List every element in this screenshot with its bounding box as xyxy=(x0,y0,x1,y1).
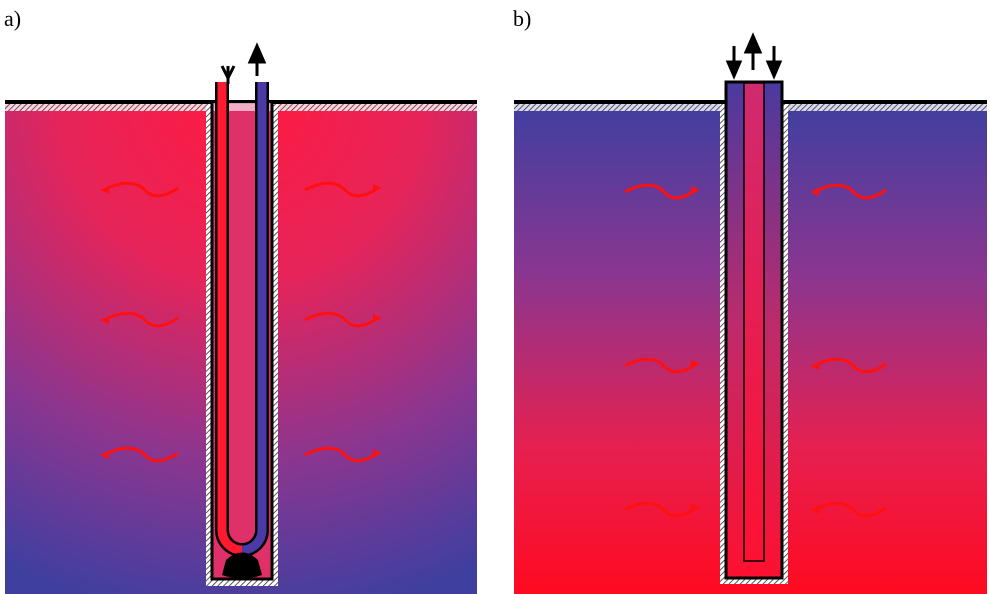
heat-wave xyxy=(304,311,379,328)
arrowhead xyxy=(373,184,382,192)
heat-wave xyxy=(813,501,887,518)
panel-label: a) xyxy=(4,6,21,31)
arrow-down xyxy=(725,46,743,80)
heat-wave xyxy=(304,181,379,198)
inner-pipe xyxy=(743,82,765,562)
heat-wave xyxy=(624,183,697,200)
heat-wave xyxy=(624,501,697,518)
arrowhead xyxy=(810,362,819,370)
pipe-up xyxy=(241,82,267,555)
arrowhead xyxy=(691,360,700,368)
panel-label: b) xyxy=(513,6,531,31)
arrow-down xyxy=(220,65,236,84)
heat-wave xyxy=(624,357,697,374)
panel-a xyxy=(5,42,477,594)
heat-wave xyxy=(813,357,887,374)
heat-wave xyxy=(103,446,179,463)
heat-wave xyxy=(103,181,179,198)
panel-b xyxy=(514,32,987,594)
heat-wave xyxy=(304,446,379,463)
arrowhead xyxy=(691,504,700,512)
u-bend xyxy=(222,552,262,579)
arrowhead xyxy=(100,186,109,194)
heat-wave xyxy=(813,183,887,200)
arrowhead xyxy=(373,314,382,322)
arrow-up xyxy=(247,42,267,76)
arrowhead xyxy=(373,449,382,457)
arrowhead xyxy=(100,316,109,324)
pipe-down xyxy=(217,82,243,555)
borehole-top xyxy=(213,103,271,111)
arrowhead xyxy=(810,506,819,514)
arrowhead xyxy=(810,188,819,196)
arrow-up xyxy=(743,32,763,70)
heat-wave xyxy=(103,311,179,328)
heat-flow-arrows xyxy=(100,181,887,518)
arrow-down xyxy=(765,46,783,80)
arrowhead xyxy=(691,186,700,194)
arrowhead xyxy=(100,451,109,459)
